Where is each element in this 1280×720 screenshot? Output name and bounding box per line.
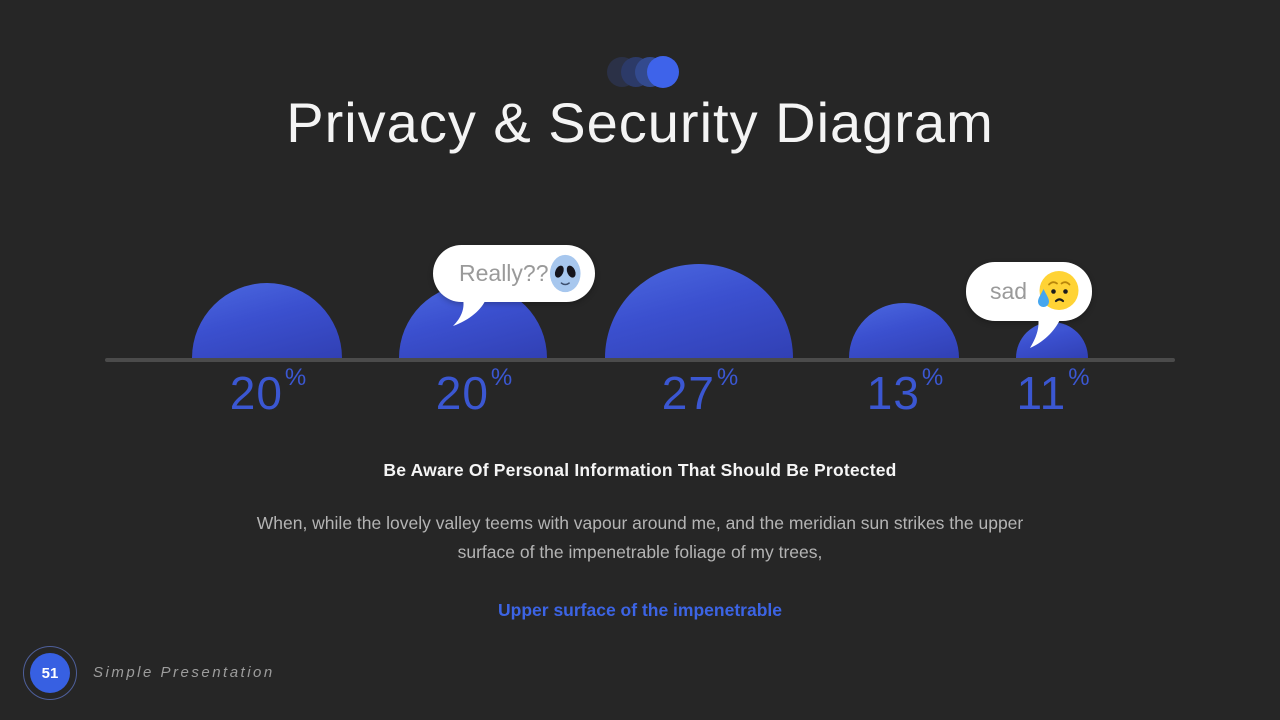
speech-bubble-really: Really?? <box>433 245 595 326</box>
chart-dome-4 <box>849 303 959 358</box>
slide-subtitle: Be Aware Of Personal Information That Sh… <box>383 460 897 480</box>
chart-value-label-5: 11% <box>1016 363 1090 419</box>
page-number-ring <box>23 646 77 700</box>
chart-dome-1 <box>192 283 342 358</box>
decorative-dots <box>0 56 1280 91</box>
chart-value-label-3: 27% <box>661 363 739 419</box>
speech-bubble-sad-text: sad <box>990 278 1028 304</box>
speech-bubble-tail <box>1030 317 1061 348</box>
chart-baseline <box>105 358 1175 362</box>
chart-dome-3 <box>605 264 793 358</box>
page-number: 51 <box>30 653 70 693</box>
page-number-badge: 51 <box>23 646 77 700</box>
chart-value-label-1: 20% <box>229 363 307 419</box>
decor-dot-4 <box>647 56 679 88</box>
speech-bubble-tail <box>453 299 486 326</box>
chart-value-label-4: 13% <box>866 363 944 419</box>
speech-bubble-really-text: Really?? <box>459 260 549 286</box>
chart-value-label-2: 20% <box>435 363 513 419</box>
sad-tear-emoji-icon <box>1038 271 1079 310</box>
slide-title: Privacy & Security Diagram <box>286 91 994 154</box>
footer-label: Simple Presentation <box>93 664 275 681</box>
highlight-caption: Upper surface of the impenetrable <box>498 600 782 620</box>
speech-bubble-sad: sad <box>966 262 1092 348</box>
alien-emoji-icon <box>549 254 581 292</box>
body-paragraph: When, while the lovely valley teems with… <box>256 513 1024 562</box>
